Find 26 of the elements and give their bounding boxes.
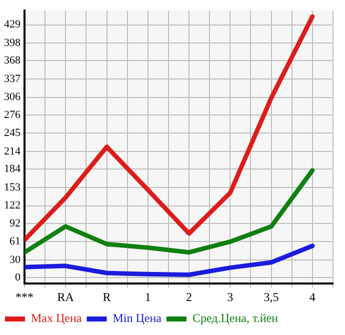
y-tick-label: 153	[4, 181, 21, 194]
x-tick-label: 1	[144, 290, 151, 304]
x-tick-label: 3	[227, 290, 234, 304]
y-tick-label: 276	[4, 108, 21, 121]
y-tick-label: 184	[4, 163, 21, 176]
y-tick-label: 0	[15, 272, 21, 284]
y-tick-label: 61	[10, 236, 20, 248]
y-tick-label: 214	[4, 145, 21, 158]
y-tick-label: 245	[4, 127, 21, 140]
y-tick-label: 92	[10, 217, 20, 230]
y-tick-label: 306	[4, 91, 21, 104]
x-tick-label: RA	[57, 290, 74, 304]
y-tick-label: 398	[4, 36, 21, 49]
x-tick-label: 3,5	[264, 290, 279, 304]
legend-label: Сред.Цена, т.йен	[192, 311, 279, 326]
x-tick-label: ***	[16, 290, 34, 304]
x-tick-label: 4	[309, 290, 316, 304]
legend-label: Max Цена	[31, 311, 82, 326]
x-tick-label: R	[102, 290, 111, 304]
y-tick-label: 122	[4, 200, 20, 212]
legend-label: Min Цена	[112, 311, 162, 326]
y-tick-label: 368	[4, 54, 21, 67]
x-tick-label: 2	[186, 290, 192, 304]
y-tick-label: 337	[4, 72, 21, 85]
y-tick-label: 429	[4, 18, 21, 31]
y-tick-label: 30	[10, 254, 21, 266]
